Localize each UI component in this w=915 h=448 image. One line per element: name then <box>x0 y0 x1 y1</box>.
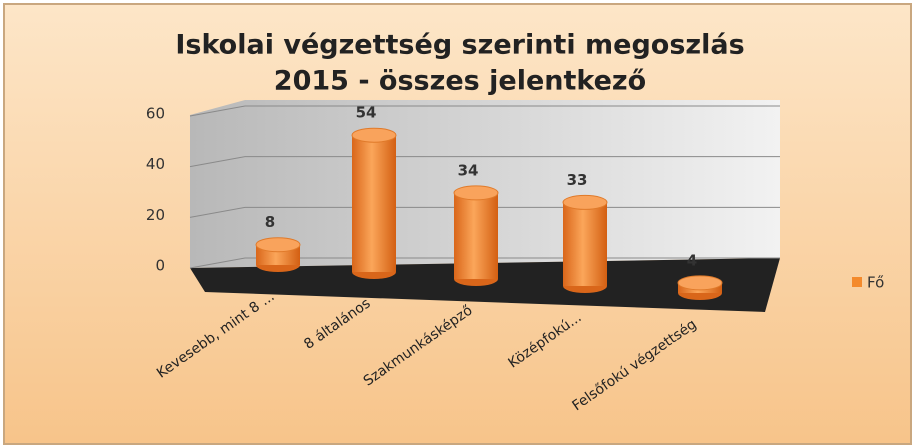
grid-line <box>189 156 780 168</box>
bar <box>255 237 301 272</box>
bar-body <box>563 202 607 286</box>
grid-line <box>189 105 780 117</box>
bar-top <box>351 127 397 143</box>
data-label: 34 <box>458 161 479 179</box>
chart-title: Iskolai végzettség szerinti megoszlás <box>175 30 744 61</box>
legend-label: Fő <box>867 274 884 292</box>
legend-swatch <box>852 277 862 287</box>
data-label: 8 <box>265 213 275 231</box>
data-label: 54 <box>356 104 377 122</box>
y-tick-label: 20 <box>146 206 165 224</box>
bar-top <box>562 194 608 210</box>
data-label: 33 <box>567 171 588 189</box>
back-wall <box>190 100 780 268</box>
bar-body <box>454 192 498 279</box>
y-tick-label: 40 <box>146 155 165 173</box>
bar <box>677 275 723 300</box>
chart-title: 2015 - összes jelentkező <box>274 66 646 97</box>
y-tick-label: 0 <box>155 257 165 275</box>
y-tick-label: 60 <box>146 105 165 123</box>
bar-top <box>677 275 723 291</box>
bar-body <box>352 135 396 272</box>
bar <box>351 127 397 279</box>
bar <box>562 194 608 293</box>
bar-top <box>453 185 499 201</box>
bar-top <box>255 237 301 253</box>
bar <box>453 185 499 286</box>
data-label: 4 <box>687 251 697 269</box>
